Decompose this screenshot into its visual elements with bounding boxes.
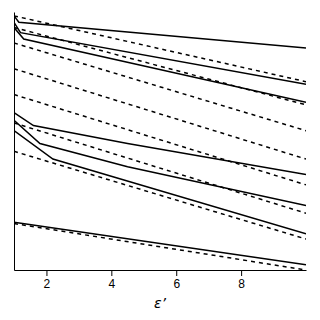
solid-line [14, 222, 306, 265]
x-tick-label: 8 [238, 277, 245, 291]
solid-line [14, 22, 306, 84]
dashed-line [14, 27, 306, 104]
dashed-line [14, 43, 306, 131]
lines [14, 16, 306, 270]
chart: 2 4 6 8 ε’ [0, 0, 320, 320]
dashed-line [14, 69, 306, 159]
x-tick: 8 [238, 270, 245, 291]
dashed-line [14, 151, 306, 239]
x-tick-label: 6 [173, 277, 180, 291]
x-tick-mark [111, 270, 112, 276]
solid-line [14, 113, 306, 175]
x-axis: 2 4 6 8 [15, 270, 307, 291]
plot: 2 4 6 8 [14, 13, 307, 291]
x-tick-mark [46, 270, 47, 276]
x-axis-line [15, 270, 307, 271]
x-tick: 2 [44, 270, 51, 291]
y-axis [14, 13, 15, 271]
x-tick-mark [176, 270, 177, 276]
dashed-line [14, 95, 306, 185]
x-tick-label: 4 [108, 277, 115, 291]
x-tick: 4 [108, 270, 115, 291]
x-tick: 6 [173, 270, 180, 291]
solid-line [14, 120, 306, 205]
dashed-line [14, 224, 306, 270]
x-tick-mark [241, 270, 242, 276]
x-axis-title: ε’ [154, 295, 167, 311]
solid-line [14, 27, 306, 102]
dashed-line [14, 16, 306, 82]
x-tick-label: 2 [44, 277, 51, 291]
y-axis-line [14, 13, 15, 271]
dashed-line [14, 123, 306, 213]
solid-line [14, 16, 306, 48]
